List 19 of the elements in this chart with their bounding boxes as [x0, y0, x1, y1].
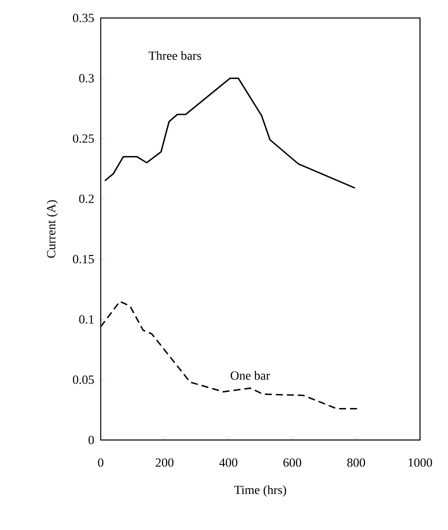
y-tick-label: 0.2: [79, 194, 94, 204]
y-tick-label: 0.3: [79, 74, 94, 83]
line-series: [104, 78, 356, 189]
y-tick-label: 0.1: [79, 315, 94, 324]
y-tick-label: 0.25: [72, 134, 94, 143]
x-axis-title: Time (hrs): [234, 485, 286, 497]
y-tick-label: 0.15: [72, 254, 94, 264]
x-tick-label: 600: [283, 458, 302, 467]
y-axis-title: Current (A): [46, 200, 58, 258]
x-tick-label: 800: [347, 458, 366, 467]
x-tick-label: 200: [156, 458, 174, 467]
y-tick-label: 0.05: [72, 375, 94, 384]
y-tick-label: 0.35: [72, 14, 94, 22]
x-tick-label: 400: [219, 458, 238, 467]
series-label: One bar: [230, 370, 270, 380]
x-tick-label: 0: [98, 458, 104, 467]
x-tick-label: 1000: [408, 458, 432, 467]
text: Three bars: [148, 51, 202, 60]
y-tick-label: 0: [88, 436, 94, 444]
